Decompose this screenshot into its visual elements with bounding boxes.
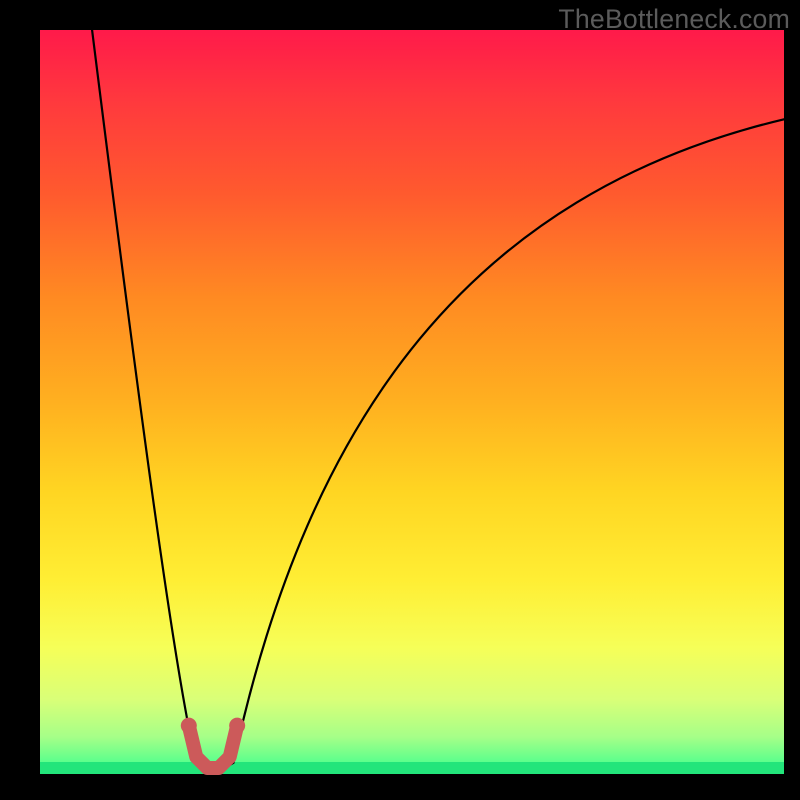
bottleneck-chart xyxy=(0,0,800,800)
floor-band xyxy=(40,762,784,774)
root-container: { "meta": { "width": 800, "height": 800 … xyxy=(0,0,800,800)
plot-background xyxy=(40,30,784,774)
trough-marker-cap-right xyxy=(229,718,245,734)
trough-marker-cap-left xyxy=(181,718,197,734)
